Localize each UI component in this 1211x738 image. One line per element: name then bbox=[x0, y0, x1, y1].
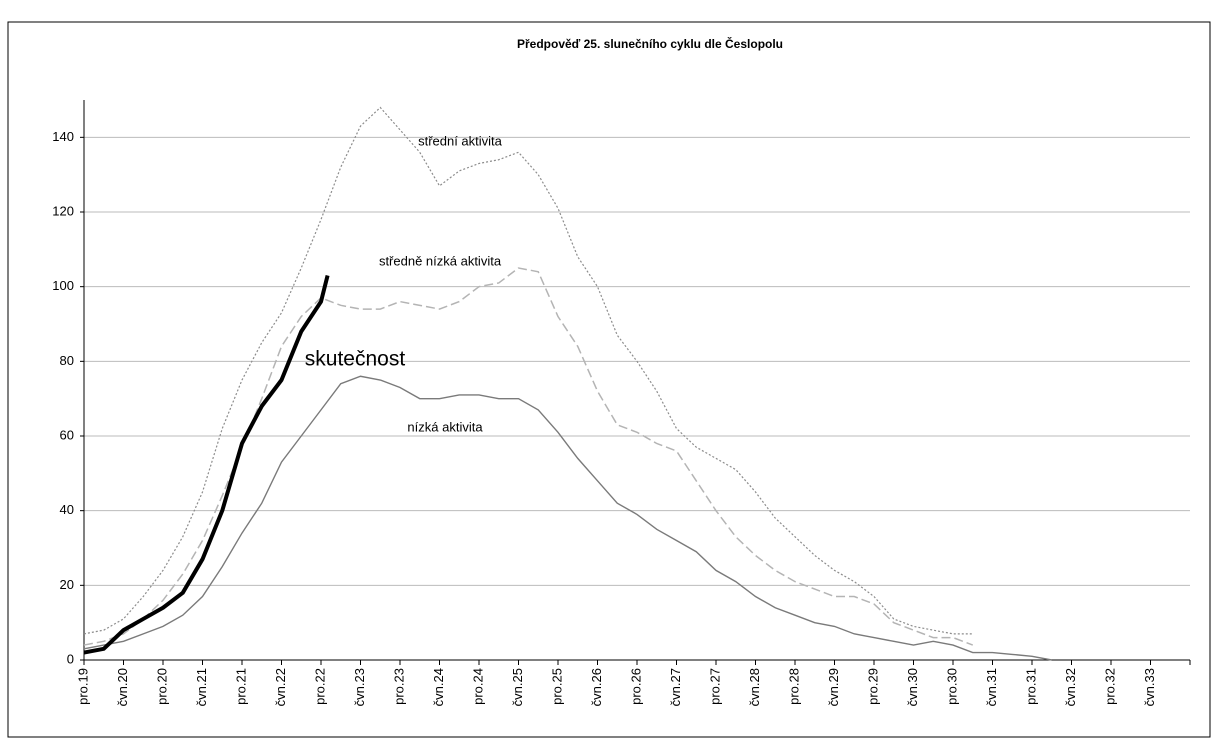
x-tick-label: čvn.31 bbox=[984, 668, 999, 706]
x-tick-label: čvn.30 bbox=[905, 668, 920, 706]
x-tick-label: pro.19 bbox=[75, 668, 90, 705]
annotation: skutečnost bbox=[305, 348, 406, 371]
y-tick-label: 100 bbox=[52, 278, 74, 293]
y-tick-label: 140 bbox=[52, 129, 74, 144]
chart-frame bbox=[7, 21, 1211, 738]
x-tick-label: čvn.21 bbox=[194, 668, 209, 706]
x-tick-label: čvn.26 bbox=[589, 668, 604, 706]
y-tick-label: 40 bbox=[60, 502, 74, 517]
annotation: nízká aktivita bbox=[407, 419, 483, 434]
y-tick-label: 120 bbox=[52, 203, 74, 218]
annotation: střední aktivita bbox=[418, 133, 503, 148]
x-tick-label: čvn.28 bbox=[747, 668, 762, 706]
x-tick-label: pro.22 bbox=[312, 668, 327, 705]
x-tick-label: čvn.24 bbox=[431, 668, 446, 706]
x-tick-label: pro.30 bbox=[944, 668, 959, 705]
y-tick-label: 80 bbox=[60, 353, 74, 368]
y-tick-label: 60 bbox=[60, 427, 74, 442]
x-tick-label: pro.28 bbox=[786, 668, 801, 705]
x-tick-label: pro.27 bbox=[707, 668, 722, 705]
x-tick-label: čvn.22 bbox=[273, 668, 288, 706]
x-tick-label: pro.23 bbox=[391, 668, 406, 705]
series-line bbox=[83, 106, 973, 635]
series-line bbox=[83, 375, 1052, 661]
x-tick-label: čvn.33 bbox=[1142, 668, 1157, 706]
x-tick-label: pro.29 bbox=[865, 668, 880, 705]
x-tick-label: pro.31 bbox=[1023, 668, 1038, 705]
x-tick-label: pro.24 bbox=[470, 668, 485, 705]
x-tick-label: čvn.20 bbox=[115, 668, 130, 706]
x-tick-label: pro.26 bbox=[628, 668, 643, 705]
x-tick-label: pro.32 bbox=[1102, 668, 1117, 705]
x-tick-label: pro.21 bbox=[233, 668, 248, 705]
annotation: středně nízká aktivita bbox=[379, 253, 502, 268]
x-tick-label: čvn.23 bbox=[352, 668, 367, 706]
y-tick-label: 20 bbox=[60, 577, 74, 592]
y-tick-label: 0 bbox=[67, 651, 74, 666]
x-tick-label: pro.25 bbox=[549, 668, 564, 705]
x-tick-label: čvn.27 bbox=[668, 668, 683, 706]
x-tick-label: čvn.29 bbox=[826, 668, 841, 706]
series-line bbox=[83, 274, 330, 655]
x-tick-label: čvn.25 bbox=[510, 668, 525, 706]
x-tick-label: pro.20 bbox=[154, 668, 169, 705]
chart-title: Předpověď 25. slunečního cyklu dle Česlo… bbox=[517, 36, 783, 51]
x-tick-label: čvn.32 bbox=[1063, 668, 1078, 706]
